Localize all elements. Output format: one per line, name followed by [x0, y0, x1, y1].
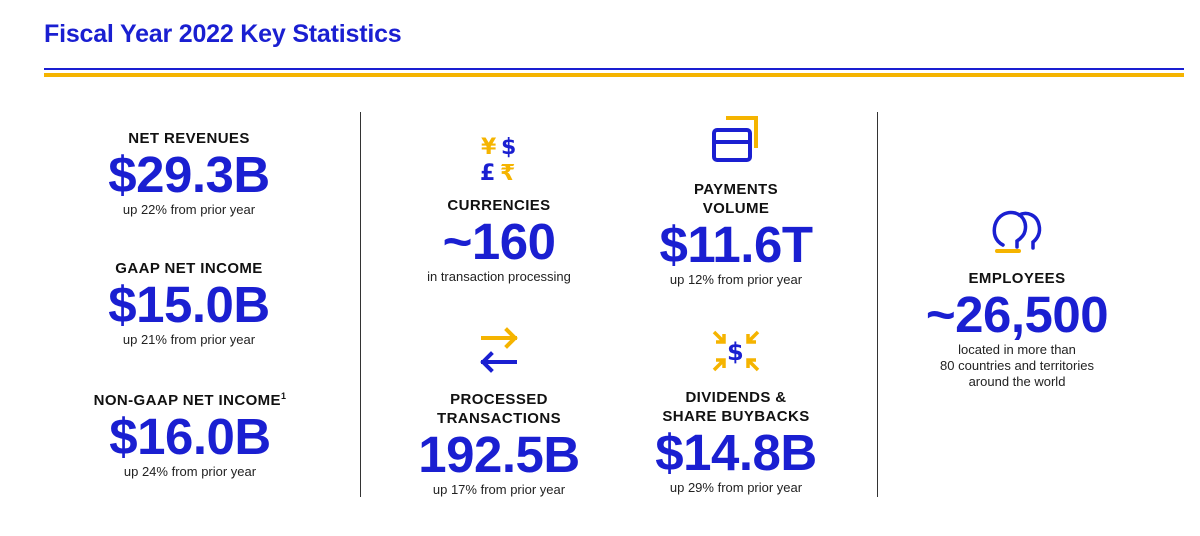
- stat-note: located in more than 80 countries and te…: [940, 342, 1094, 389]
- stat-label: NET REVENUES: [128, 130, 250, 147]
- stat-net-revenues: NET REVENUES $29.3B up 22% from prior ye…: [84, 129, 294, 218]
- exchange-arrows-icon: [480, 327, 518, 373]
- dollar-arrows-icon: $: [712, 330, 760, 372]
- stat-label: EMPLOYEES: [968, 270, 1066, 287]
- stat-non-gaap-net-income: NON-GAAP NET INCOME1 $16.0B up 24% from …: [79, 387, 301, 480]
- stat-processed-transactions: PROCESSED TRANSACTIONS 192.5B up 17% fro…: [404, 326, 594, 498]
- stat-payments-volume: PAYMENTS VOLUME $11.6T up 12% from prior…: [636, 112, 836, 288]
- stat-note: up 22% from prior year: [122, 202, 256, 217]
- stat-label: GAAP NET INCOME: [115, 260, 263, 277]
- stat-value: ~26,500: [925, 286, 1109, 343]
- stat-value: $29.3B: [108, 146, 270, 203]
- stat-employees: EMPLOYEES ~26,500 located in more than 8…: [912, 205, 1122, 390]
- stat-value: $16.0B: [109, 408, 271, 465]
- column-divider-right: [877, 112, 878, 497]
- stat-currencies: ¥ $ £ ₹ CURRENCIES ~160 in transaction p…: [404, 130, 594, 285]
- people-icon: [992, 210, 1042, 253]
- stat-value: ~160: [442, 213, 556, 270]
- page-title: Fiscal Year 2022 Key Statistics: [44, 20, 402, 48]
- footnote-marker: 1: [280, 391, 287, 401]
- stat-value: 192.5B: [418, 426, 580, 483]
- stat-label: DIVIDENDS & SHARE BUYBACKS: [662, 389, 810, 425]
- pound-glyph: £: [480, 161, 495, 186]
- title-rule-blue: [44, 68, 1184, 70]
- dollar-glyph: $: [727, 338, 744, 366]
- stat-gaap-net-income: GAAP NET INCOME $15.0B up 21% from prior…: [84, 259, 294, 348]
- title-rule-gold: [44, 73, 1184, 77]
- rupee-glyph: ₹: [500, 161, 515, 186]
- currency-symbols-icon: ¥ $ £ ₹: [480, 135, 516, 186]
- stat-label: PAYMENTS VOLUME: [693, 181, 779, 217]
- stat-label: NON-GAAP NET INCOME1: [93, 391, 287, 409]
- stat-label: PROCESSED TRANSACTIONS: [437, 391, 561, 427]
- stat-note: up 17% from prior year: [432, 482, 566, 497]
- stat-value: $14.8B: [655, 424, 817, 481]
- stat-note: in transaction processing: [427, 269, 571, 284]
- stat-value: $11.6T: [659, 216, 813, 273]
- yen-glyph: ¥: [481, 135, 497, 160]
- stat-note: up 21% from prior year: [122, 332, 256, 347]
- payment-card-icon: [712, 116, 758, 162]
- dollar-glyph: $: [501, 135, 516, 160]
- stat-value: $15.0B: [108, 276, 270, 333]
- stat-note: up 29% from prior year: [669, 480, 803, 495]
- stat-label: CURRENCIES: [447, 197, 551, 214]
- stat-note: up 24% from prior year: [123, 464, 257, 479]
- column-divider-left: [360, 112, 361, 497]
- stat-note: up 12% from prior year: [669, 272, 803, 287]
- stat-dividends-buybacks: $ DIVIDENDS & SHARE BUYBACKS $14.8B up 2…: [636, 326, 836, 496]
